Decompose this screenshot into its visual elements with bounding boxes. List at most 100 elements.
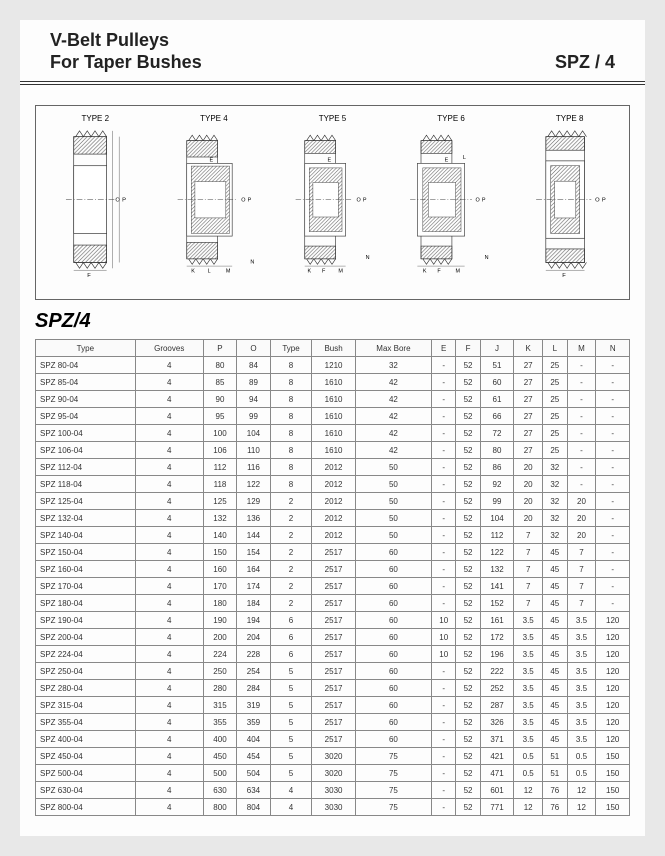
table-cell: SPZ 85-04 [36, 374, 136, 391]
table-cell: 52 [456, 697, 480, 714]
table-cell: 132 [480, 561, 513, 578]
table-cell: SPZ 132-04 [36, 510, 136, 527]
table-cell: - [432, 663, 456, 680]
table-cell: 4 [135, 629, 203, 646]
table-row: SPZ 118-0441181228201250-52922032-- [36, 476, 630, 493]
table-row: SPZ 160-0441601642251760-521327457- [36, 561, 630, 578]
table-cell: 5 [270, 748, 312, 765]
table-cell: 4 [135, 765, 203, 782]
table-cell: 50 [355, 493, 431, 510]
table-cell: SPZ 140-04 [36, 527, 136, 544]
table-cell: 110 [237, 442, 270, 459]
table-cell: 72 [480, 425, 513, 442]
table-cell: - [432, 425, 456, 442]
table-cell: 84 [237, 357, 270, 374]
table-cell: 5 [270, 714, 312, 731]
table-cell: 1610 [312, 442, 355, 459]
table-cell: 3.5 [567, 629, 596, 646]
table-cell: 4 [135, 391, 203, 408]
table-cell: 326 [480, 714, 513, 731]
col-header: O [237, 340, 270, 357]
table-cell: - [432, 510, 456, 527]
table-cell: 0.5 [567, 748, 596, 765]
svg-text:P: P [248, 198, 252, 204]
table-cell: - [567, 425, 596, 442]
table-row: SPZ 200-044200204625176010521723.5453.51… [36, 629, 630, 646]
table-cell: 8 [270, 374, 312, 391]
table-cell: 5 [270, 765, 312, 782]
table-cell: 4 [135, 459, 203, 476]
table-cell: 4 [135, 442, 203, 459]
table-cell: 315 [203, 697, 236, 714]
table-cell: 2 [270, 561, 312, 578]
table-cell: 52 [456, 595, 480, 612]
table-cell: 4 [135, 408, 203, 425]
table-cell: 3.5 [567, 714, 596, 731]
table-cell: 45 [543, 680, 567, 697]
table-cell: - [432, 544, 456, 561]
table-cell: 20 [514, 493, 543, 510]
table-cell: 32 [543, 493, 567, 510]
table-cell: 27 [514, 391, 543, 408]
table-row: SPZ 112-0441121168201250-52862032-- [36, 459, 630, 476]
table-cell: 86 [480, 459, 513, 476]
table-cell: 120 [596, 629, 630, 646]
table-cell: 421 [480, 748, 513, 765]
table-cell: 60 [355, 595, 431, 612]
type-2-label: TYPE 2 [45, 114, 145, 123]
table-cell: SPZ 160-04 [36, 561, 136, 578]
table-row: SPZ 280-0442802845251760-522523.5453.512… [36, 680, 630, 697]
table-cell: - [432, 459, 456, 476]
table-row: SPZ 150-0441501542251760-521227457- [36, 544, 630, 561]
table-cell: 52 [456, 357, 480, 374]
table-cell: 3030 [312, 799, 355, 816]
table-cell: 32 [543, 510, 567, 527]
table-cell: 118 [203, 476, 236, 493]
svg-text:M: M [339, 269, 344, 275]
table-cell: 42 [355, 425, 431, 442]
table-cell: 222 [480, 663, 513, 680]
table-cell: - [432, 391, 456, 408]
table-cell: SPZ 315-04 [36, 697, 136, 714]
table-cell: 99 [237, 408, 270, 425]
table-cell: 42 [355, 408, 431, 425]
table-cell: 51 [543, 765, 567, 782]
table-cell: 140 [203, 527, 236, 544]
table-cell: 132 [203, 510, 236, 527]
table-cell: 1610 [312, 408, 355, 425]
table-cell: 52 [456, 510, 480, 527]
table-cell: 4 [135, 714, 203, 731]
table-cell: 120 [596, 646, 630, 663]
table-cell: 254 [237, 663, 270, 680]
table-cell: 8 [270, 408, 312, 425]
table-cell: 75 [355, 765, 431, 782]
table-cell: 94 [237, 391, 270, 408]
table-cell: 60 [355, 697, 431, 714]
table-cell: - [596, 357, 630, 374]
table-cell: 7 [567, 595, 596, 612]
table-cell: 45 [543, 646, 567, 663]
table-cell: 92 [480, 476, 513, 493]
table-cell: 7 [514, 595, 543, 612]
table-cell: - [567, 442, 596, 459]
svg-text:O: O [357, 198, 361, 204]
table-cell: 371 [480, 731, 513, 748]
diagram-box: TYPE 2 O P F TYPE 4 [35, 105, 630, 300]
table-cell: 32 [543, 527, 567, 544]
table-cell: 12 [514, 782, 543, 799]
table-cell: SPZ 100-04 [36, 425, 136, 442]
col-header: K [514, 340, 543, 357]
table-cell: 52 [456, 748, 480, 765]
table-cell: 5 [270, 731, 312, 748]
table-cell: 45 [543, 544, 567, 561]
col-header: N [596, 340, 630, 357]
col-header: Grooves [135, 340, 203, 357]
table-cell: 190 [203, 612, 236, 629]
section-label: SPZ/4 [35, 310, 630, 333]
table-cell: 8 [270, 391, 312, 408]
header: V-Belt Pulleys For Taper Bushes SPZ / 4 [20, 30, 645, 85]
type-6-drawing: E O P K F M N L [401, 127, 501, 277]
col-header: J [480, 340, 513, 357]
table-cell: 454 [237, 748, 270, 765]
table-cell: 4 [135, 697, 203, 714]
